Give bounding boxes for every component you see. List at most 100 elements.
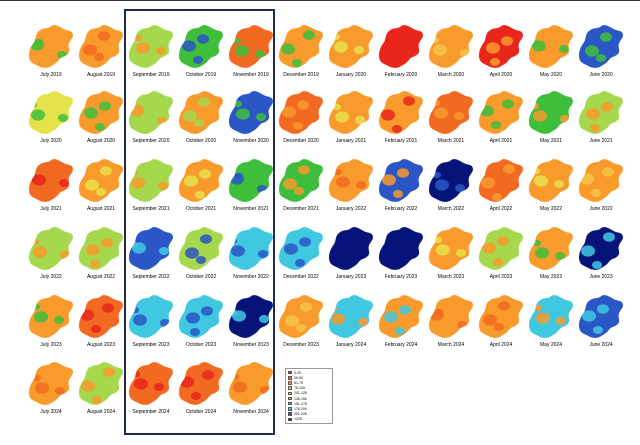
map-patch bbox=[96, 188, 106, 196]
map-patch bbox=[492, 193, 502, 201]
map-outline bbox=[178, 294, 224, 339]
map-patch bbox=[460, 49, 470, 57]
map-patch bbox=[391, 55, 401, 63]
map-patch bbox=[294, 187, 304, 195]
map-panel: September 2024 bbox=[126, 355, 176, 425]
map-outline bbox=[128, 361, 174, 406]
map-patch bbox=[31, 109, 45, 121]
map-shape bbox=[578, 158, 624, 203]
map-label: January 2020 bbox=[335, 72, 367, 78]
map-shape bbox=[228, 90, 274, 135]
map-outline bbox=[278, 90, 324, 135]
map-patch bbox=[295, 259, 305, 267]
map-shape bbox=[128, 361, 174, 406]
map-panel: June 2022 bbox=[576, 152, 626, 222]
legend-label: 176-200 bbox=[294, 406, 307, 411]
legend-label: 201-225 bbox=[294, 412, 307, 417]
map-outline bbox=[78, 226, 124, 271]
legend-item: 126-150 bbox=[288, 396, 330, 401]
map-panel: September 2020 bbox=[126, 84, 176, 154]
map-patch bbox=[134, 34, 142, 42]
map-panel: February 2020 bbox=[376, 18, 426, 88]
map-shape bbox=[128, 226, 174, 271]
map-patch bbox=[300, 302, 312, 312]
map-patch bbox=[30, 173, 38, 181]
map-patch bbox=[354, 46, 364, 54]
map-outline bbox=[528, 24, 574, 69]
map-panel: March 2022 bbox=[426, 152, 476, 222]
map-patch bbox=[530, 39, 538, 47]
map-patch bbox=[154, 383, 164, 391]
map-patch bbox=[431, 36, 439, 44]
map-panel: August 2021 bbox=[76, 152, 126, 222]
map-patch bbox=[131, 177, 145, 189]
map-patch bbox=[603, 232, 615, 242]
map-patch bbox=[394, 255, 404, 263]
map-label: May 2024 bbox=[540, 342, 562, 348]
map-patch bbox=[201, 306, 213, 316]
map-outline bbox=[228, 90, 274, 135]
map-patch bbox=[486, 42, 500, 54]
map-outline bbox=[378, 24, 424, 69]
map-outline bbox=[578, 226, 624, 271]
map-patch bbox=[281, 43, 295, 55]
map-patch bbox=[282, 106, 296, 118]
map-patch bbox=[331, 313, 345, 325]
map-patch bbox=[98, 31, 110, 41]
legend-label: 26-50 bbox=[294, 375, 303, 380]
map-label: March 2021 bbox=[437, 138, 465, 144]
legend-label: 151-175 bbox=[294, 401, 307, 406]
map-patch bbox=[200, 234, 212, 244]
map-panel: October 2019 bbox=[176, 18, 226, 88]
map-shape bbox=[228, 226, 274, 271]
map-outline bbox=[28, 24, 74, 69]
map-shape bbox=[78, 226, 124, 271]
map-panel: June 2021 bbox=[576, 84, 626, 154]
map-outline bbox=[228, 226, 274, 271]
map-label: April 2021 bbox=[489, 138, 513, 144]
map-shape bbox=[428, 158, 474, 203]
map-patch bbox=[597, 304, 609, 314]
map-label: February 2024 bbox=[384, 342, 418, 348]
map-shape bbox=[228, 24, 274, 69]
map-patch bbox=[434, 107, 448, 119]
map-panel: September 2019 bbox=[126, 18, 176, 88]
map-outline bbox=[128, 158, 174, 203]
map-label: July 2023 bbox=[40, 342, 62, 348]
map-patch bbox=[534, 175, 548, 187]
map-shape bbox=[378, 24, 424, 69]
map-patch bbox=[382, 174, 396, 186]
map-label: December 2020 bbox=[283, 138, 319, 144]
map-patch bbox=[559, 45, 569, 53]
map-label: January 2022 bbox=[335, 206, 367, 212]
map-patch bbox=[182, 40, 196, 52]
map-outline bbox=[128, 24, 174, 69]
map-label: November 2020 bbox=[233, 138, 269, 144]
map-patch bbox=[83, 44, 97, 56]
map-patch bbox=[533, 239, 541, 247]
legend-swatch bbox=[288, 417, 292, 422]
map-outline bbox=[428, 294, 474, 339]
map-panel: September 2023 bbox=[126, 288, 176, 358]
map-shape bbox=[178, 294, 224, 339]
legend-label: >225 bbox=[294, 417, 302, 422]
map-label: April 2023 bbox=[489, 274, 513, 280]
map-label: March 2022 bbox=[437, 206, 465, 212]
map-patch bbox=[231, 245, 245, 257]
map-shape bbox=[478, 226, 524, 271]
map-patch bbox=[134, 378, 148, 390]
map-shape bbox=[378, 158, 424, 203]
map-patch bbox=[235, 172, 243, 180]
top-rule bbox=[0, 0, 640, 1]
map-patch bbox=[393, 190, 403, 198]
map-patch bbox=[329, 305, 337, 313]
map-label: October 2022 bbox=[185, 274, 217, 280]
map-patch bbox=[333, 103, 341, 111]
map-shape bbox=[278, 24, 324, 69]
map-patch bbox=[482, 242, 496, 254]
map-patch bbox=[29, 101, 37, 109]
map-panel: November 2022 bbox=[226, 220, 276, 290]
map-shape bbox=[278, 158, 324, 203]
map-patch bbox=[293, 122, 303, 130]
map-panel: April 2021 bbox=[476, 84, 526, 154]
